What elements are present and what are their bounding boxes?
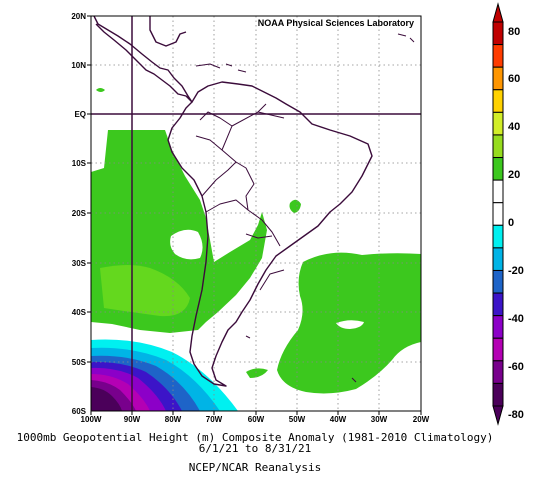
colorbar-segment xyxy=(492,157,504,181)
colorbar-segment xyxy=(492,224,504,249)
colorbar-segment xyxy=(492,134,504,159)
lon-label: 60W xyxy=(248,415,265,424)
colorbar-segment xyxy=(492,66,504,91)
lat-label: 10N xyxy=(71,61,86,70)
anomaly-spot-south xyxy=(246,368,268,378)
caption-source: NCEP/NCAR Reanalysis xyxy=(188,461,322,474)
caption-title: 1000mb Geopotential Height (m) Composite… xyxy=(16,431,494,444)
colorbar-segment xyxy=(492,315,504,339)
lon-label: 100W xyxy=(81,415,102,424)
international-borders xyxy=(195,103,285,291)
lon-label: 50W xyxy=(289,415,306,424)
colorbar-segment xyxy=(492,111,504,136)
lat-label: EQ xyxy=(74,110,86,119)
colorbar-tick-label: -80 xyxy=(508,409,524,421)
colorbar-tick-label: -40 xyxy=(508,313,524,325)
colorbar-segment xyxy=(492,360,504,384)
colorbar-tick-label: 0 xyxy=(508,217,514,229)
anomaly-gap-atlantic xyxy=(336,320,364,329)
colorbar-bottom-arrow xyxy=(492,405,504,426)
anomaly-spot-brazil xyxy=(289,199,301,213)
islands xyxy=(195,33,415,383)
colorbar-labels: 80 60 40 20 0 -20 -40 -60 -80 xyxy=(508,26,524,421)
latitude-labels: 20N 10N EQ 10S 20S 30S 40S 50S 60S xyxy=(71,12,86,416)
credit-text: NOAA Physical Sciences Laboratory xyxy=(258,18,414,28)
south-america-coast xyxy=(167,81,373,387)
lat-label: 40S xyxy=(72,308,87,317)
colorbar-segment xyxy=(492,337,504,362)
colorbar-segment xyxy=(492,292,504,317)
negative-anomaly-areas xyxy=(91,339,238,411)
colorbar xyxy=(492,2,504,426)
colorbar-segment xyxy=(492,269,504,294)
central-america-mexico-coast xyxy=(93,16,193,103)
coastlines xyxy=(93,16,415,387)
colorbar-tick-label: -60 xyxy=(508,361,524,373)
colorbar-segment xyxy=(492,89,504,113)
colorbar-segment xyxy=(492,247,504,271)
lon-label: 80W xyxy=(165,415,182,424)
lat-label: 30S xyxy=(72,259,87,268)
colorbar-segment xyxy=(492,202,504,226)
gridlines xyxy=(91,16,421,411)
colorbar-segment xyxy=(492,382,504,407)
colorbar-top-arrow xyxy=(492,2,504,23)
colorbar-segment xyxy=(492,179,504,204)
lat-label: 50S xyxy=(72,358,87,367)
lon-label: 30W xyxy=(371,415,388,424)
anomaly-inner-gap xyxy=(170,229,203,260)
lon-label: 90W xyxy=(124,415,141,424)
lat-label: 20S xyxy=(72,209,87,218)
lat-label: 60S xyxy=(72,407,87,416)
longitude-labels: 100W 90W 80W 70W 60W 50W 40W 30W 20W xyxy=(81,415,430,424)
anomaly-darker-core xyxy=(100,265,190,317)
colorbar-tick-label: 80 xyxy=(508,26,520,38)
colorbar-segment xyxy=(492,21,504,46)
colorbar-tick-label: 60 xyxy=(508,73,520,85)
anomaly-spot-pacific xyxy=(96,88,105,92)
lat-label: 20N xyxy=(71,12,86,21)
positive-anomaly-areas xyxy=(91,88,421,394)
caption-date-range: 6/1/21 to 8/31/21 xyxy=(198,442,312,455)
colorbar-tick-label: 40 xyxy=(508,121,520,133)
lon-label: 40W xyxy=(330,415,347,424)
gulf-coast xyxy=(149,16,187,47)
lon-label: 70W xyxy=(206,415,223,424)
colorbar-segment xyxy=(492,44,504,68)
lat-label: 10S xyxy=(72,159,87,168)
colorbar-tick-label: 20 xyxy=(508,169,520,181)
lon-label: 20W xyxy=(413,415,430,424)
colorbar-tick-label: -20 xyxy=(508,265,524,277)
